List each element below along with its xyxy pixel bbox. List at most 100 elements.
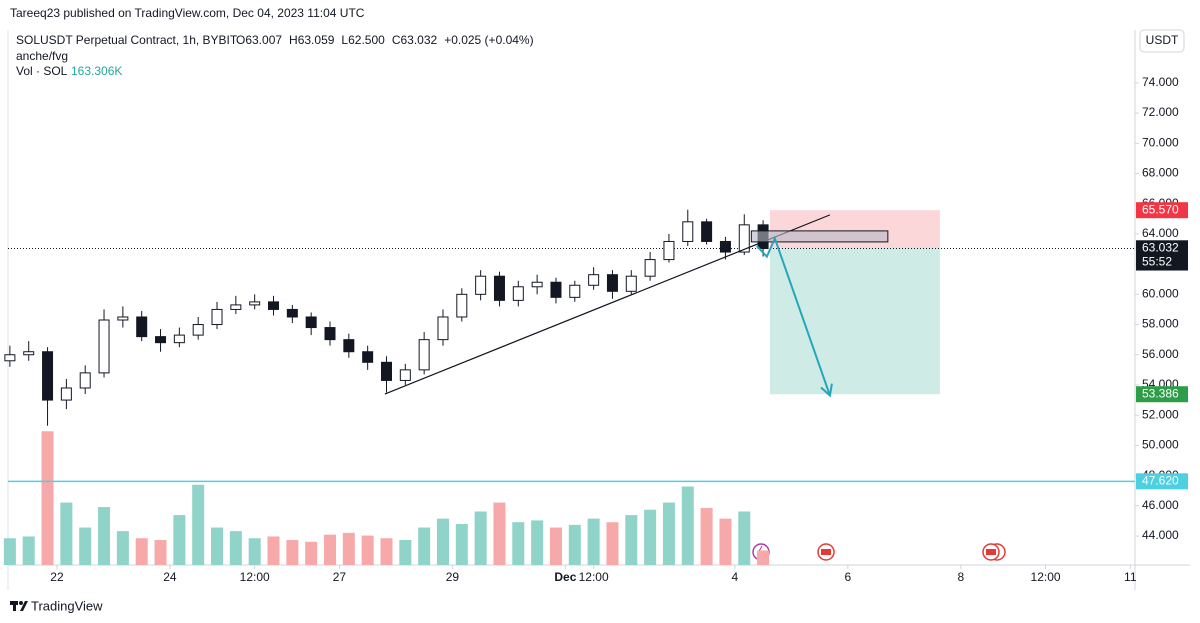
ohlc-value: L62.500 <box>341 33 385 47</box>
volume-bar <box>738 511 751 565</box>
x-tick-label: 24 <box>163 570 177 584</box>
volume-bar <box>436 518 449 565</box>
volume-bar <box>681 486 694 565</box>
candle-body <box>173 334 185 344</box>
volume-bar <box>512 522 525 565</box>
target-zone <box>769 248 940 395</box>
candle-body <box>550 281 562 298</box>
price-tag-label: 53.386 <box>1142 386 1179 400</box>
volume-bar <box>41 431 54 565</box>
volume-bar <box>267 536 280 565</box>
volume-bar <box>399 540 412 565</box>
candle-body <box>625 275 637 292</box>
volume-bar <box>324 534 336 565</box>
volume-bar <box>98 507 111 565</box>
volume-bar <box>700 507 713 565</box>
candle-body <box>324 327 336 341</box>
fvg-box <box>750 230 889 243</box>
candle-body <box>512 286 524 301</box>
brand: TradingView <box>31 598 103 613</box>
x-tick-label: 11 <box>1124 570 1137 584</box>
candle-body <box>569 284 581 298</box>
candle-body <box>79 372 91 389</box>
volume-bar <box>455 523 468 565</box>
candle-body <box>701 221 713 242</box>
candle-body <box>98 319 110 374</box>
indicator: anche/fvg <box>16 49 68 63</box>
candle-body <box>42 351 54 401</box>
volume-bar <box>418 527 431 565</box>
candle-body <box>531 281 543 288</box>
candle-body <box>155 336 167 344</box>
candle-body <box>437 316 449 341</box>
volume-bar <box>644 509 657 565</box>
candle-body <box>475 275 487 295</box>
x-tick-label: 29 <box>446 570 460 584</box>
x-tick-label: 6 <box>844 570 851 584</box>
y-tick-label: 56.000 <box>1142 347 1179 361</box>
price-tag <box>1136 240 1188 271</box>
candle-body <box>606 274 618 292</box>
candle-body <box>362 351 374 363</box>
candle-body <box>117 316 129 321</box>
volume-bar <box>625 515 638 565</box>
volume-bar <box>342 532 355 565</box>
price-tag <box>1136 202 1188 219</box>
price-tag-label: 65.570 <box>1142 202 1179 216</box>
y-tick-label: 52.000 <box>1142 407 1179 421</box>
volume-bar <box>60 502 73 565</box>
y-tick-label: 60.000 <box>1142 286 1179 300</box>
candle-body <box>23 351 35 356</box>
ohlc-value: C63.032 <box>392 33 438 47</box>
countdown: 55:52 <box>1142 255 1172 269</box>
candle-body <box>588 274 600 286</box>
candle-body <box>249 301 261 306</box>
volume-bar <box>229 531 242 565</box>
candle-body <box>286 308 298 318</box>
y-tick-label: 64.000 <box>1142 226 1179 240</box>
y-tick-label: 58.000 <box>1142 317 1179 331</box>
candle-body <box>136 316 148 338</box>
volume-bar <box>22 536 35 565</box>
candle-body <box>4 354 16 362</box>
volume-value: 163.306K <box>71 64 122 78</box>
candle-body <box>418 339 430 371</box>
price-tag-label: 47.620 <box>1142 473 1179 487</box>
volume-bar <box>606 522 619 565</box>
candle-body <box>493 275 505 301</box>
price-tag <box>1136 473 1188 490</box>
volume-bar <box>757 550 770 565</box>
ohlc-value: O63.007 <box>236 33 282 47</box>
price-tag-label: 63.032 <box>1142 241 1179 255</box>
x-tick-label: 27 <box>333 570 347 584</box>
volume-label: Vol · SOL <box>16 64 68 78</box>
currency-button[interactable] <box>1139 29 1185 53</box>
brand-logo <box>10 601 28 611</box>
volume-bar <box>79 527 92 565</box>
volume-bar <box>211 527 224 565</box>
x-tick-label: 12:00 <box>1031 570 1061 584</box>
volume-bar <box>154 540 167 565</box>
candle-body <box>380 361 392 381</box>
y-tick-label: 70.000 <box>1142 135 1179 149</box>
published-line: Tareeq23 published on TradingView.com, D… <box>10 6 365 20</box>
currency[interactable]: USDT <box>1146 33 1179 47</box>
candle-body <box>60 387 72 401</box>
volume-bar <box>587 518 600 565</box>
arrow <box>756 235 831 396</box>
y-tick-label: 74.000 <box>1142 75 1179 89</box>
x-tick-label: 8 <box>957 570 964 584</box>
volume-bar <box>662 502 675 565</box>
volume-bar <box>474 511 487 565</box>
y-tick-label: 72.000 <box>1142 105 1179 119</box>
price-tag <box>1136 386 1188 403</box>
candle-body <box>719 240 731 253</box>
y-tick-label: 46.000 <box>1142 498 1179 512</box>
x-tick-label: 4 <box>732 570 739 584</box>
y-tick-label: 50.000 <box>1142 438 1179 452</box>
candle-body <box>305 316 317 329</box>
volume-bars <box>3 431 770 565</box>
symbol: SOLUSDT Perpetual Contract, 1h, BYBIT <box>16 33 238 47</box>
y-tick-label: 68.000 <box>1142 166 1179 180</box>
